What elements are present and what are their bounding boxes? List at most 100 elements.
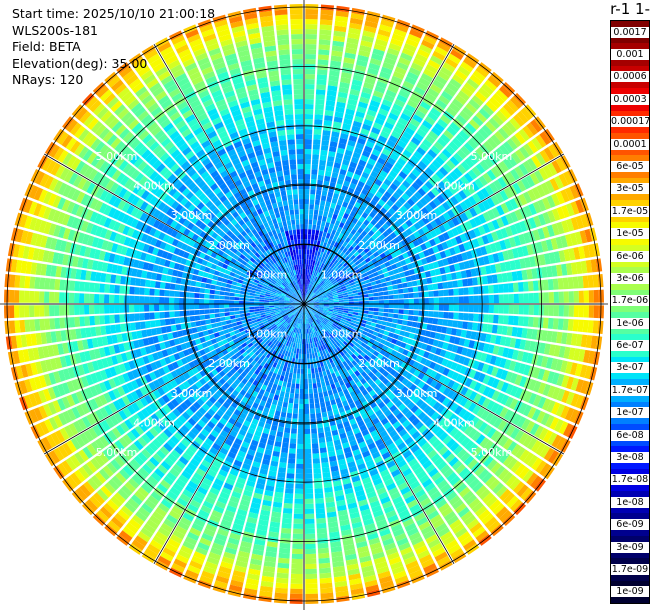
ray-gate: [513, 235, 522, 247]
ray-gate: [324, 271, 330, 277]
ray-gate: [304, 423, 310, 429]
ray-gate: [353, 306, 359, 310]
ray-gate: [513, 92, 527, 106]
ray-gate: [363, 167, 372, 175]
ray-gate: [324, 431, 332, 438]
ray-gate: [323, 298, 329, 301]
ray-gate: [332, 265, 338, 271]
ray-gate: [286, 468, 295, 474]
ray-gate: [314, 199, 320, 206]
ray-gate: [309, 249, 313, 255]
ray-gate: [488, 304, 494, 314]
ray-gate: [277, 562, 290, 569]
ray-gate: [339, 251, 345, 258]
ray-gate: [319, 280, 324, 286]
ray-gate: [322, 258, 327, 264]
ray-gate: [564, 187, 575, 201]
ray-gate: [295, 383, 300, 389]
ray-gate: [278, 380, 283, 386]
ray-gate: [307, 264, 311, 270]
ray-gate: [316, 225, 321, 231]
ray-gate: [543, 253, 551, 265]
ray-gate: [392, 244, 400, 252]
ray-gate: [348, 93, 359, 101]
ray-gate: [323, 211, 329, 217]
ray-gate: [330, 240, 336, 246]
ray-gate: [311, 294, 317, 299]
ray-gate: [468, 304, 474, 313]
ray-gate: [450, 328, 457, 336]
ray-gate: [483, 285, 489, 294]
ray-gate: [372, 288, 379, 293]
ray-gate: [516, 270, 523, 281]
ray-gate: [356, 208, 364, 216]
ray-gate: [432, 197, 442, 207]
ray-gate: [462, 278, 469, 287]
ray-gate: [475, 111, 488, 123]
ray-gate: [455, 114, 468, 125]
ray-gate: [523, 304, 529, 315]
ray-gate: [311, 443, 319, 449]
ray-gate: [557, 277, 564, 290]
ray-gate: [373, 296, 379, 301]
ray-gate: [358, 159, 367, 167]
ray-gate: [598, 289, 604, 303]
ray-gate: [297, 338, 301, 344]
ray-gate: [378, 108, 389, 117]
ray-gate: [304, 393, 309, 399]
ray-gate: [358, 310, 364, 314]
ray-gate: [348, 245, 354, 252]
ray-gate: [392, 289, 399, 295]
ray-gate: [493, 314, 499, 324]
ray-gate: [315, 99, 325, 105]
ray-gate: [465, 250, 473, 260]
ray-gate: [306, 259, 309, 265]
ray-gate: [291, 558, 303, 564]
ray-gate: [299, 348, 302, 354]
ray-gate: [334, 20, 348, 28]
ray-gate: [304, 264, 306, 270]
ray-gate: [578, 290, 584, 303]
ray-gate: [421, 216, 430, 225]
ray-gate: [325, 287, 330, 292]
ray-gate: [357, 312, 364, 317]
ray-gate: [489, 243, 497, 253]
ray-gate: [308, 304, 314, 305]
ray-gate: [380, 130, 390, 139]
ray-gate: [300, 363, 304, 369]
ray-gate: [445, 174, 455, 184]
ray-gate: [320, 144, 329, 151]
ray-gate: [531, 137, 543, 151]
ray-gate: [427, 111, 439, 122]
ray-gate: [396, 19, 411, 29]
ray-gate: [297, 438, 304, 444]
ray-gate: [334, 111, 344, 118]
ray-gate: [312, 249, 316, 256]
ray-gate: [343, 57, 355, 65]
ray-gate: [308, 299, 314, 303]
ray-gate: [548, 252, 556, 264]
ray-gate: [397, 117, 409, 127]
ray-gate: [309, 353, 313, 359]
ray-gate: [454, 94, 467, 106]
ray-gate: [503, 294, 509, 304]
ray-gate: [357, 274, 364, 280]
ray-gate: [328, 75, 339, 82]
ray-gate: [408, 172, 418, 181]
ray-gate: [388, 270, 395, 276]
ray-gate: [568, 248, 576, 261]
ray-gate: [318, 169, 325, 176]
ray-gate: [514, 259, 522, 270]
ray-gate: [335, 261, 341, 267]
ray-gate: [423, 35, 437, 46]
ray-gate: [314, 114, 324, 120]
ray-gate: [499, 106, 512, 120]
ray-gate: [322, 472, 331, 478]
ray-gate: [500, 227, 509, 239]
ray-gate: [311, 164, 319, 170]
ray-gate: [319, 205, 325, 211]
ray-gate: [373, 261, 380, 268]
ray-gate: [319, 572, 332, 579]
ray-gate: [277, 557, 290, 564]
ray-gate: [363, 307, 369, 311]
